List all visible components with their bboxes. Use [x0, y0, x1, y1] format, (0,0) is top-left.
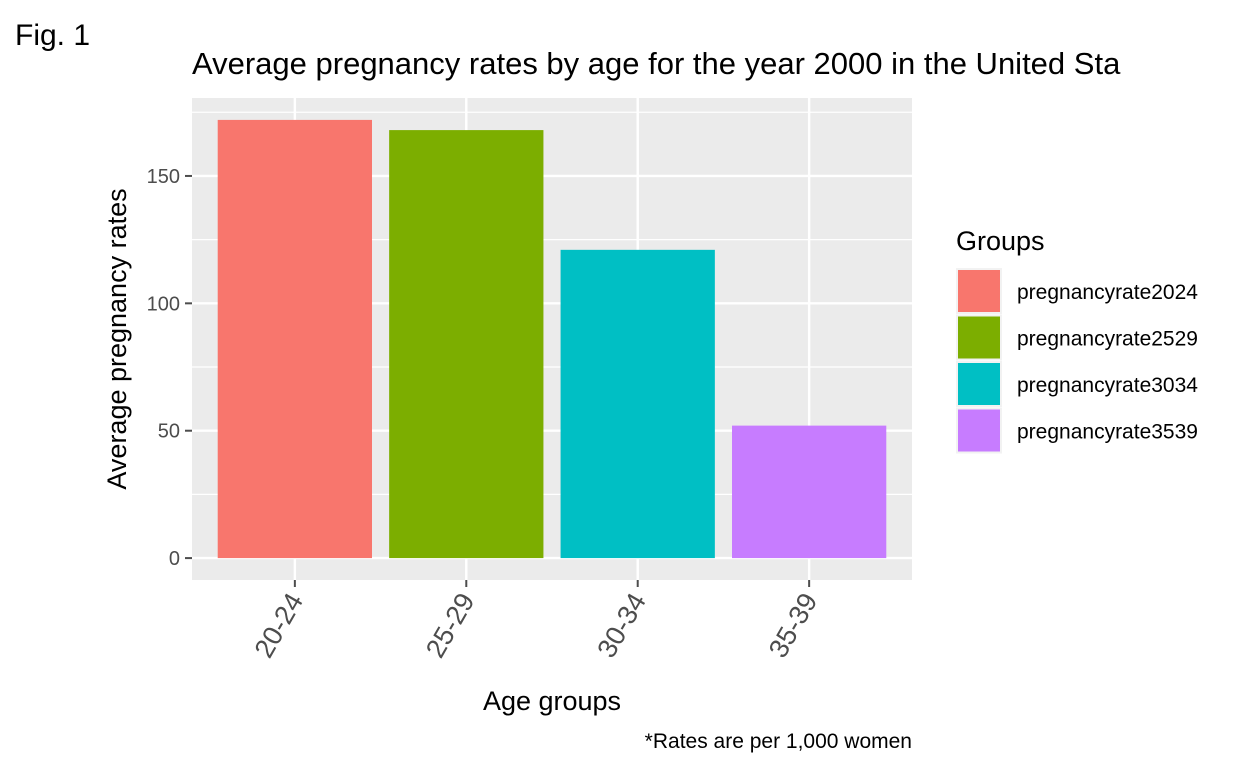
- y-tick-label: 0: [169, 548, 180, 570]
- y-axis: 0 50 100 150: [147, 166, 192, 570]
- bar-30-34: [560, 249, 715, 559]
- legend-entry-label: pregnancyrate3539: [1017, 421, 1198, 444]
- legend-swatch: [958, 270, 1000, 312]
- x-tick-label: 30-34: [591, 588, 652, 663]
- chart-title: Average pregnancy rates by age for the y…: [192, 46, 1121, 81]
- y-tick-label: 100: [147, 293, 180, 315]
- y-tick-label: 150: [147, 166, 180, 188]
- legend-title: Groups: [956, 226, 1045, 256]
- legend-entry-label: pregnancyrate3034: [1017, 374, 1198, 397]
- y-tick-label: 50: [158, 421, 180, 443]
- legend: Groups pregnancyrate2024 pregnancyrate252…: [956, 226, 1198, 454]
- legend-entry-label: pregnancyrate2529: [1017, 328, 1198, 351]
- legend-swatch: [958, 409, 1000, 452]
- x-axis-label: Age groups: [483, 686, 621, 716]
- bar-25-29: [389, 130, 544, 559]
- x-axis: 20-24 25-29 30-34 35-39: [249, 580, 824, 663]
- legend-entry-label: pregnancyrate2024: [1017, 281, 1198, 304]
- bar-20-24: [217, 119, 372, 559]
- y-axis-label: Average pregnancy rates: [102, 188, 132, 489]
- x-tick-label: 20-24: [249, 588, 310, 663]
- legend-swatch: [958, 363, 1000, 405]
- bar-35-39: [732, 425, 887, 559]
- x-tick-label: 25-29: [420, 588, 481, 663]
- x-tick-label: 35-39: [763, 588, 824, 663]
- figure-label: Fig. 1: [15, 19, 90, 52]
- caption: *Rates are per 1,000 women: [645, 730, 912, 753]
- legend-swatch: [958, 316, 1000, 359]
- bars: [217, 119, 887, 559]
